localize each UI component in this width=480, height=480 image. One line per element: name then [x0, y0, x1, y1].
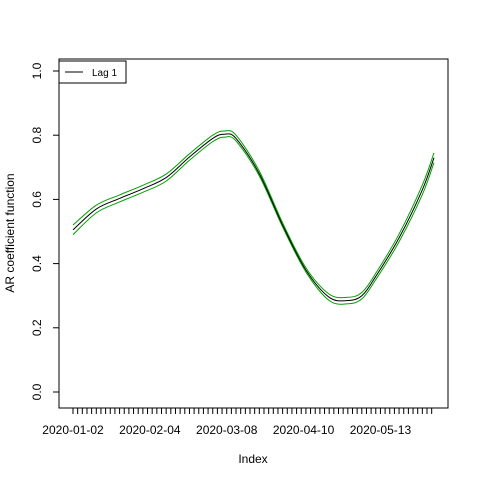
x-tick-label: 2020-04-10 [273, 423, 335, 437]
legend: Lag 1 [58, 60, 127, 84]
x-tick-label: 2020-05-13 [350, 423, 412, 437]
x-tick-label: 2020-03-08 [196, 423, 258, 437]
legend-box [58, 60, 127, 84]
series-layer [72, 130, 435, 305]
y-tick-label: 0.2 [30, 319, 44, 336]
lag-1-line [72, 133, 435, 302]
lag-1-upper-band [72, 130, 435, 299]
lag-1-lower-band [72, 136, 435, 305]
y-axis-title: AR coefficient function [3, 173, 17, 292]
y-axis: 0.0 0.2 0.4 0.6 0.8 1.0 [30, 62, 60, 400]
x-axis-title: Index [238, 452, 267, 466]
y-tick-label: 0.6 [30, 191, 44, 208]
y-tick-label: 0.4 [30, 255, 44, 272]
y-tick-label: 0.8 [30, 127, 44, 144]
y-tick-label: 0.0 [30, 383, 44, 400]
y-tick-label: 1.0 [30, 62, 44, 79]
legend-label-lag-1: Lag 1 [92, 68, 117, 79]
x-tick-label: 2020-01-02 [42, 423, 104, 437]
x-axis: 2020-01-02 2020-02-04 2020-03-08 2020-04-10… [42, 407, 434, 437]
x-tick-label: 2020-02-04 [119, 423, 181, 437]
